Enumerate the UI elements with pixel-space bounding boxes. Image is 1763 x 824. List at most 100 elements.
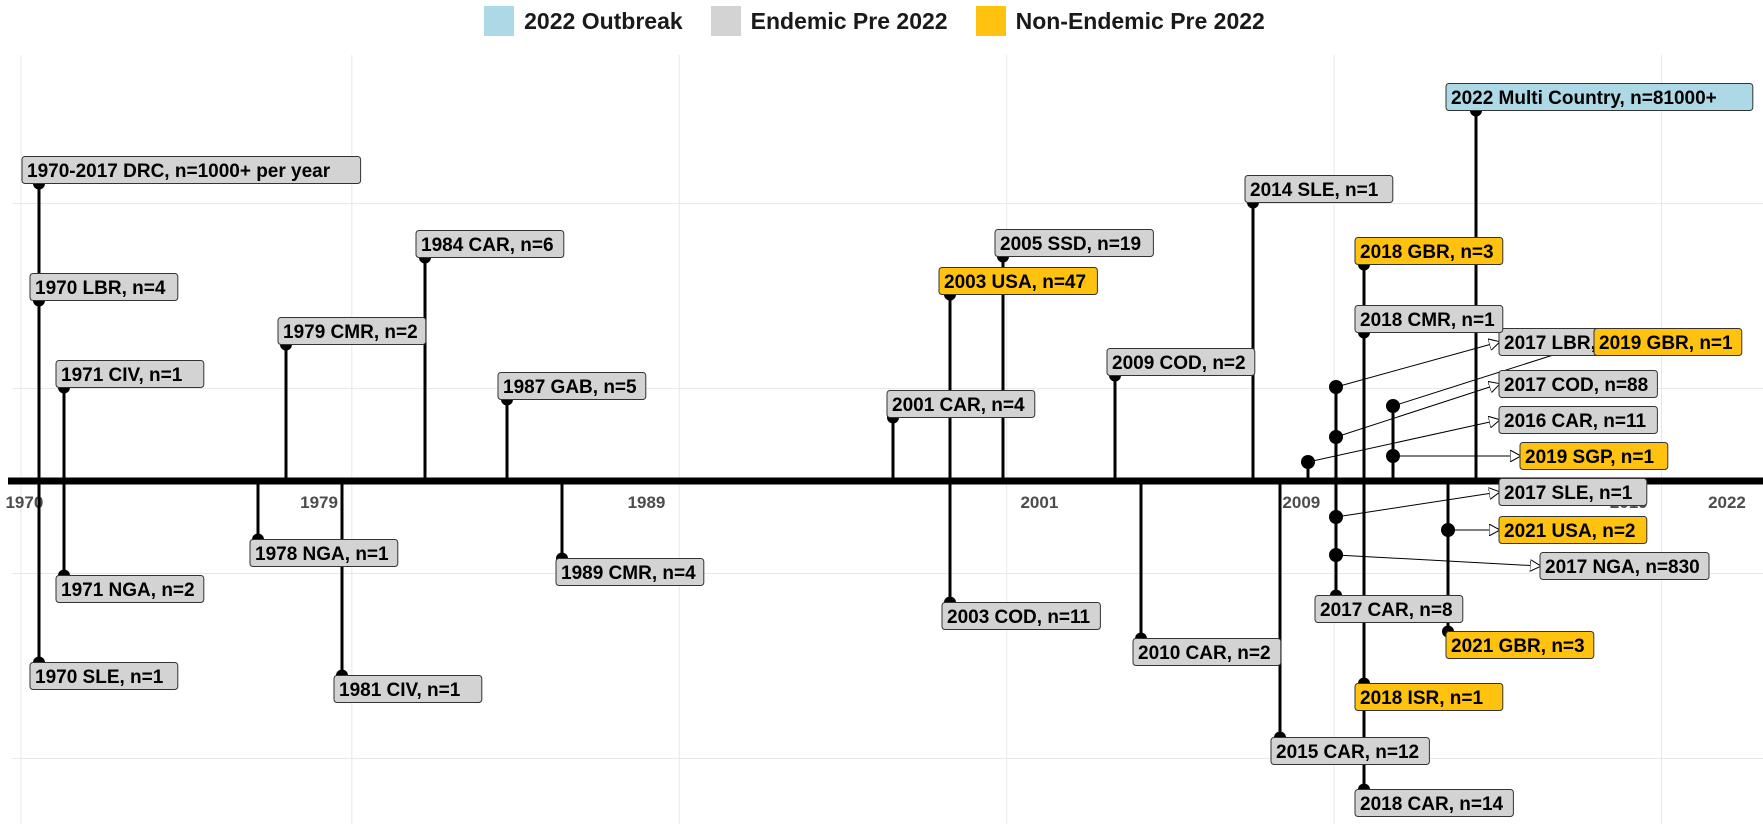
event-label-text: 2015 CAR, n=12 xyxy=(1276,742,1419,763)
event-label-1981-civ-n-1: 1981 CIV, n=1 xyxy=(333,675,483,703)
event-label-box xyxy=(1445,83,1754,111)
event-label-text: 1989 CMR, n=4 xyxy=(561,563,696,584)
event-label-2017-cod-n-88: 2017 COD, n=88 xyxy=(1498,370,1658,398)
event-label-box xyxy=(1519,442,1669,470)
event-label-box xyxy=(29,662,179,690)
legend-swatch-2022-outbreak xyxy=(484,6,515,36)
event-label-text: 2016 CAR, n=11 xyxy=(1504,411,1646,432)
event-label-1979-cmr-n-2: 1979 CMR, n=2 xyxy=(277,317,427,345)
event-label-box xyxy=(1445,631,1595,659)
event-label-text: 1987 GAB, n=5 xyxy=(503,377,637,398)
event-label-text: 1979 CMR, n=2 xyxy=(283,322,418,343)
legend: 2022 Outbreak Endemic Pre 2022 Non-Endem… xyxy=(0,6,1763,36)
event-label-box xyxy=(555,558,705,586)
legend-label-endemic: Endemic Pre 2022 xyxy=(750,7,948,34)
axis-tick-label: 2009 xyxy=(1282,493,1320,512)
event-label-text: 1970 LBR, n=4 xyxy=(35,278,166,299)
event-label-1971-civ-n-1: 1971 CIV, n=1 xyxy=(55,360,205,388)
event-label-box xyxy=(941,602,1101,630)
event-label-1978-nga-n-1: 1978 NGA, n=1 xyxy=(249,539,399,567)
event-label-2005-ssd-n-19: 2005 SSD, n=19 xyxy=(994,229,1154,257)
event-label-2009-cod-n-2: 2009 COD, n=2 xyxy=(1106,348,1256,376)
event-label-2003-usa-n-47: 2003 USA, n=47 xyxy=(938,267,1098,295)
axis-tick-label: 1970 xyxy=(5,493,43,512)
event-label-box xyxy=(994,229,1154,257)
event-label-2019-gbr-n-1: 2019 GBR, n=1 xyxy=(1593,328,1743,356)
legend-label-non-endemic: Non-Endemic Pre 2022 xyxy=(1015,7,1265,34)
event-label-box xyxy=(497,372,647,400)
event-label-box xyxy=(1498,370,1658,398)
legend-item-non-endemic: Non-Endemic Pre 2022 xyxy=(975,6,1265,36)
event-label-box xyxy=(1498,406,1658,434)
event-label-text: 2018 GBR, n=3 xyxy=(1360,242,1494,263)
event-label-box xyxy=(29,273,179,301)
event-label-box xyxy=(1270,737,1430,765)
event-label-2018-isr-n-1: 2018 ISR, n=1 xyxy=(1354,683,1504,711)
legend-label-2022-outbreak: 2022 Outbreak xyxy=(524,7,683,34)
event-label-text: 2018 ISR, n=1 xyxy=(1360,688,1483,709)
event-label-box xyxy=(1132,638,1282,666)
event-label-text: 2014 SLE, n=1 xyxy=(1250,180,1379,201)
event-label-text: 1970-2017 DRC, n=1000+ per year xyxy=(27,161,331,182)
event-label-box xyxy=(1498,516,1648,544)
event-label-1989-cmr-n-4: 1989 CMR, n=4 xyxy=(555,558,705,586)
event-label-text: 2021 GBR, n=3 xyxy=(1451,636,1585,657)
event-label-box xyxy=(1593,328,1743,356)
axis-tick-label: 2001 xyxy=(1020,493,1058,512)
event-label-text: 1981 CIV, n=1 xyxy=(339,680,461,701)
event-label-text: 2017 NGA, n=830 xyxy=(1545,557,1700,578)
event-label-text: 2017 CAR, n=8 xyxy=(1320,600,1453,621)
event-label-box xyxy=(21,156,362,184)
event-label-box xyxy=(55,360,205,388)
event-label-box xyxy=(249,539,399,567)
event-label-1970-lbr-n-4: 1970 LBR, n=4 xyxy=(29,273,179,301)
event-label-box xyxy=(1314,595,1464,623)
event-label-2021-gbr-n-3: 2021 GBR, n=3 xyxy=(1445,631,1595,659)
event-label-text: 2022 Multi Country, n=81000+ xyxy=(1451,88,1717,109)
event-label-box xyxy=(938,267,1098,295)
event-label-box xyxy=(333,675,483,703)
event-label-1971-nga-n-2: 1971 NGA, n=2 xyxy=(55,575,205,603)
event-label-box xyxy=(1498,478,1648,506)
event-label-2016-car-n-11: 2016 CAR, n=11 xyxy=(1498,406,1658,434)
event-label-text: 1978 NGA, n=1 xyxy=(255,544,389,565)
event-label-text: 2003 USA, n=47 xyxy=(944,272,1086,293)
leader-2017-sle-n-1 xyxy=(1335,492,1499,518)
label-layer: 1970-2017 DRC, n=1000+ per year 1970 LBR,… xyxy=(21,83,1754,817)
event-label-text: 2005 SSD, n=19 xyxy=(1000,234,1141,255)
event-label-2017-nga-n-830: 2017 NGA, n=830 xyxy=(1539,552,1710,580)
event-label-2017-car-n-8: 2017 CAR, n=8 xyxy=(1314,595,1464,623)
event-label-2010-car-n-2: 2010 CAR, n=2 xyxy=(1132,638,1282,666)
event-label-box xyxy=(886,390,1036,418)
event-label-text: 2017 COD, n=88 xyxy=(1504,375,1648,396)
event-label-2021-usa-n-2: 2021 USA, n=2 xyxy=(1498,516,1648,544)
event-label-box xyxy=(1106,348,1256,376)
event-label-1987-gab-n-5: 1987 GAB, n=5 xyxy=(497,372,647,400)
event-label-text: 2021 USA, n=2 xyxy=(1504,521,1636,542)
event-label-box xyxy=(1244,175,1394,203)
leader-2016-car-n-11 xyxy=(1307,420,1499,463)
legend-swatch-non-endemic xyxy=(975,6,1006,36)
event-label-1970-2017-drc-n-1000-per-year: 1970-2017 DRC, n=1000+ per year xyxy=(21,156,362,184)
event-label-box xyxy=(277,317,427,345)
event-label-box xyxy=(55,575,205,603)
event-label-1984-car-n-6: 1984 CAR, n=6 xyxy=(415,230,565,258)
event-label-2003-cod-n-11: 2003 COD, n=11 xyxy=(941,602,1101,630)
event-label-1970-sle-n-1: 1970 SLE, n=1 xyxy=(29,662,179,690)
event-label-text: 1970 SLE, n=1 xyxy=(35,667,164,688)
legend-swatch-endemic xyxy=(710,6,741,36)
event-label-2001-car-n-4: 2001 CAR, n=4 xyxy=(886,390,1036,418)
event-label-2018-gbr-n-3: 2018 GBR, n=3 xyxy=(1354,237,1504,265)
event-label-text: 2017 SLE, n=1 xyxy=(1504,483,1633,504)
legend-item-endemic: Endemic Pre 2022 xyxy=(710,6,948,36)
event-label-2015-car-n-12: 2015 CAR, n=12 xyxy=(1270,737,1430,765)
event-label-text: 2018 CAR, n=14 xyxy=(1360,794,1504,815)
event-label-2017-sle-n-1: 2017 SLE, n=1 xyxy=(1498,478,1648,506)
event-label-text: 1971 NGA, n=2 xyxy=(61,580,195,601)
event-label-text: 2010 CAR, n=2 xyxy=(1138,643,1271,664)
event-label-text: 2019 GBR, n=1 xyxy=(1599,333,1733,354)
event-label-text: 1971 CIV, n=1 xyxy=(61,365,183,386)
event-label-text: 2001 CAR, n=4 xyxy=(892,395,1025,416)
event-label-text: 2018 CMR, n=1 xyxy=(1360,310,1495,331)
axis-tick-label: 2022 xyxy=(1708,493,1746,512)
